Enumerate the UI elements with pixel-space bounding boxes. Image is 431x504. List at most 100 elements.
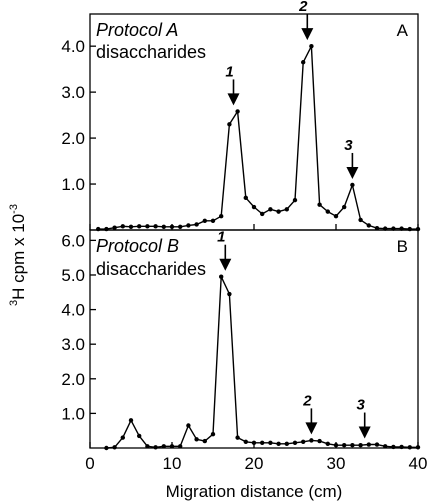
panel-b-data-point <box>374 442 380 447</box>
panel-a-peak-2-arrow-head <box>301 28 314 41</box>
x-tick-label: 20 <box>245 454 264 473</box>
panel-b-data-point <box>219 274 224 279</box>
panel-a-y-ticks: 1.0 2.0 3.0 4.0 <box>61 37 96 194</box>
panel-a-data-point <box>251 204 257 210</box>
panel-b-points <box>104 274 421 451</box>
panel-a-data-point <box>186 223 191 228</box>
panel-b-data-point <box>260 440 265 446</box>
panel-b-data-point <box>268 440 273 446</box>
panel-a-series-line <box>98 45 418 230</box>
panel-b-data-point <box>227 291 232 297</box>
panel-a-letter: A <box>397 21 409 40</box>
panel-b-data-point <box>243 439 248 444</box>
panel-b-y-tick-label: 3.0 <box>61 335 85 354</box>
panel-b-peak-2-label: 2 <box>302 392 312 409</box>
panel-a-data-point <box>374 225 380 231</box>
y-axis-label-exponent: -3 <box>8 204 20 214</box>
panel-b-data-point <box>153 445 158 450</box>
panel-b-peak-3-arrow-head <box>358 426 371 439</box>
panel-b-data-point <box>366 442 371 447</box>
panel-b-y-tick-label: 5.0 <box>61 266 85 285</box>
panel-b-data-point <box>202 438 207 444</box>
panel-b-sub-label: disaccharides <box>96 259 206 279</box>
panel-b-y-tick-label: 4.0 <box>61 301 85 320</box>
panel-b-data-point <box>325 441 330 447</box>
panel-b-data-point <box>284 441 289 447</box>
x-tick-label: 0 <box>85 454 94 473</box>
x-tick-label: 10 <box>163 454 182 473</box>
panel-a-data-point <box>178 224 183 229</box>
panel-a-peak-3-label: 3 <box>344 137 353 154</box>
panel-a-data-point <box>227 122 232 127</box>
panel-a-y-tick-label: 3.0 <box>61 83 85 102</box>
panel-b-data-point <box>145 444 150 449</box>
panel-b-data-point <box>104 445 109 451</box>
panel-a-data-point <box>169 224 175 229</box>
panel-b-series-line <box>106 276 418 449</box>
panel-b-data-point <box>169 444 175 449</box>
panel-a-data-point <box>194 222 199 227</box>
panel-a-data-point <box>276 209 281 214</box>
panel-a-peak-2-label: 2 <box>298 0 308 15</box>
panel-b-peak-arrows: 1 2 3 <box>217 229 371 439</box>
panel-b-data-point <box>399 444 404 450</box>
panel-b-peak-1-arrow-head <box>219 258 232 271</box>
panel-b-data-point <box>276 441 281 447</box>
panel-a-data-point <box>292 197 298 203</box>
panel-a-data-point <box>284 207 289 212</box>
panel-b-data-point <box>391 444 396 450</box>
panel-b-y-tick-label: 2.0 <box>61 370 85 389</box>
panel-a-protocol-label: Protocol A <box>96 20 178 40</box>
panel-a-peak-3-arrow-head <box>346 166 359 179</box>
panel-b-y-tick-label: 6.0 <box>61 231 85 250</box>
panel-a-data-point <box>366 223 371 228</box>
panel-b-peak-1-label: 1 <box>217 229 225 246</box>
panel-a: 1.0 2.0 3.0 4.0 1 2 3 Protocol A disaccharide… <box>61 0 421 232</box>
panel-a-data-point <box>145 224 150 229</box>
x-tick-label: 40 <box>409 454 428 473</box>
panel-a-data-point <box>260 211 265 217</box>
panel-a-data-point <box>342 204 347 210</box>
panel-b: 1.0 2.0 3.0 4.0 5.0 6.0 1 2 3 Protocol B disacc… <box>61 229 421 451</box>
panel-b-data-point <box>415 445 421 450</box>
x-tick-labels: 0 10 20 30 40 <box>85 454 427 473</box>
panel-a-data-point <box>219 214 224 219</box>
y-axis-label-superscript: 3 <box>8 300 20 306</box>
panel-a-data-point <box>317 202 322 207</box>
panel-b-data-point <box>358 443 363 448</box>
panel-b-y-tick-label: 1.0 <box>61 404 85 423</box>
panel-b-data-point <box>350 443 355 448</box>
panel-a-peak-arrows: 1 2 3 <box>225 0 359 179</box>
panel-a-points <box>96 43 421 232</box>
panel-b-data-point <box>407 445 412 450</box>
panel-a-data-point <box>301 60 306 65</box>
panel-a-data-point <box>210 218 216 224</box>
panel-a-data-point <box>333 214 339 219</box>
panel-b-peak-2-arrow-head <box>305 422 318 435</box>
panel-a-sub-label: disaccharides <box>96 42 206 62</box>
panel-a-data-point <box>235 109 240 114</box>
panel-a-data-point <box>161 224 166 229</box>
panel-a-data-point <box>112 225 117 230</box>
panel-b-data-point <box>210 431 216 437</box>
panel-a-data-point <box>309 43 314 49</box>
panel-a-data-point <box>137 224 142 229</box>
panel-b-data-point <box>137 433 142 439</box>
panel-b-data-point <box>342 443 347 448</box>
panel-b-y-ticks: 1.0 2.0 3.0 4.0 5.0 6.0 <box>61 231 96 423</box>
panel-a-data-point <box>243 195 248 201</box>
panel-b-data-point <box>186 423 191 428</box>
y-axis-label: 3H cpm x 10-3 <box>8 204 28 306</box>
panel-b-protocol-label: Protocol B <box>96 236 179 256</box>
panel-a-data-point <box>120 224 126 229</box>
panel-b-data-point <box>251 440 257 446</box>
panel-a-y-tick-label: 4.0 <box>61 37 85 56</box>
panel-a-data-point <box>202 218 207 224</box>
panel-a-y-tick-label: 2.0 <box>61 129 85 148</box>
panel-a-data-point <box>153 224 158 229</box>
panel-a-peak-1-label: 1 <box>225 63 233 80</box>
x-tick-label: 30 <box>327 454 346 473</box>
panel-b-data-point <box>178 444 183 449</box>
panel-b-data-point <box>292 440 298 446</box>
panel-b-data-point <box>383 444 388 449</box>
